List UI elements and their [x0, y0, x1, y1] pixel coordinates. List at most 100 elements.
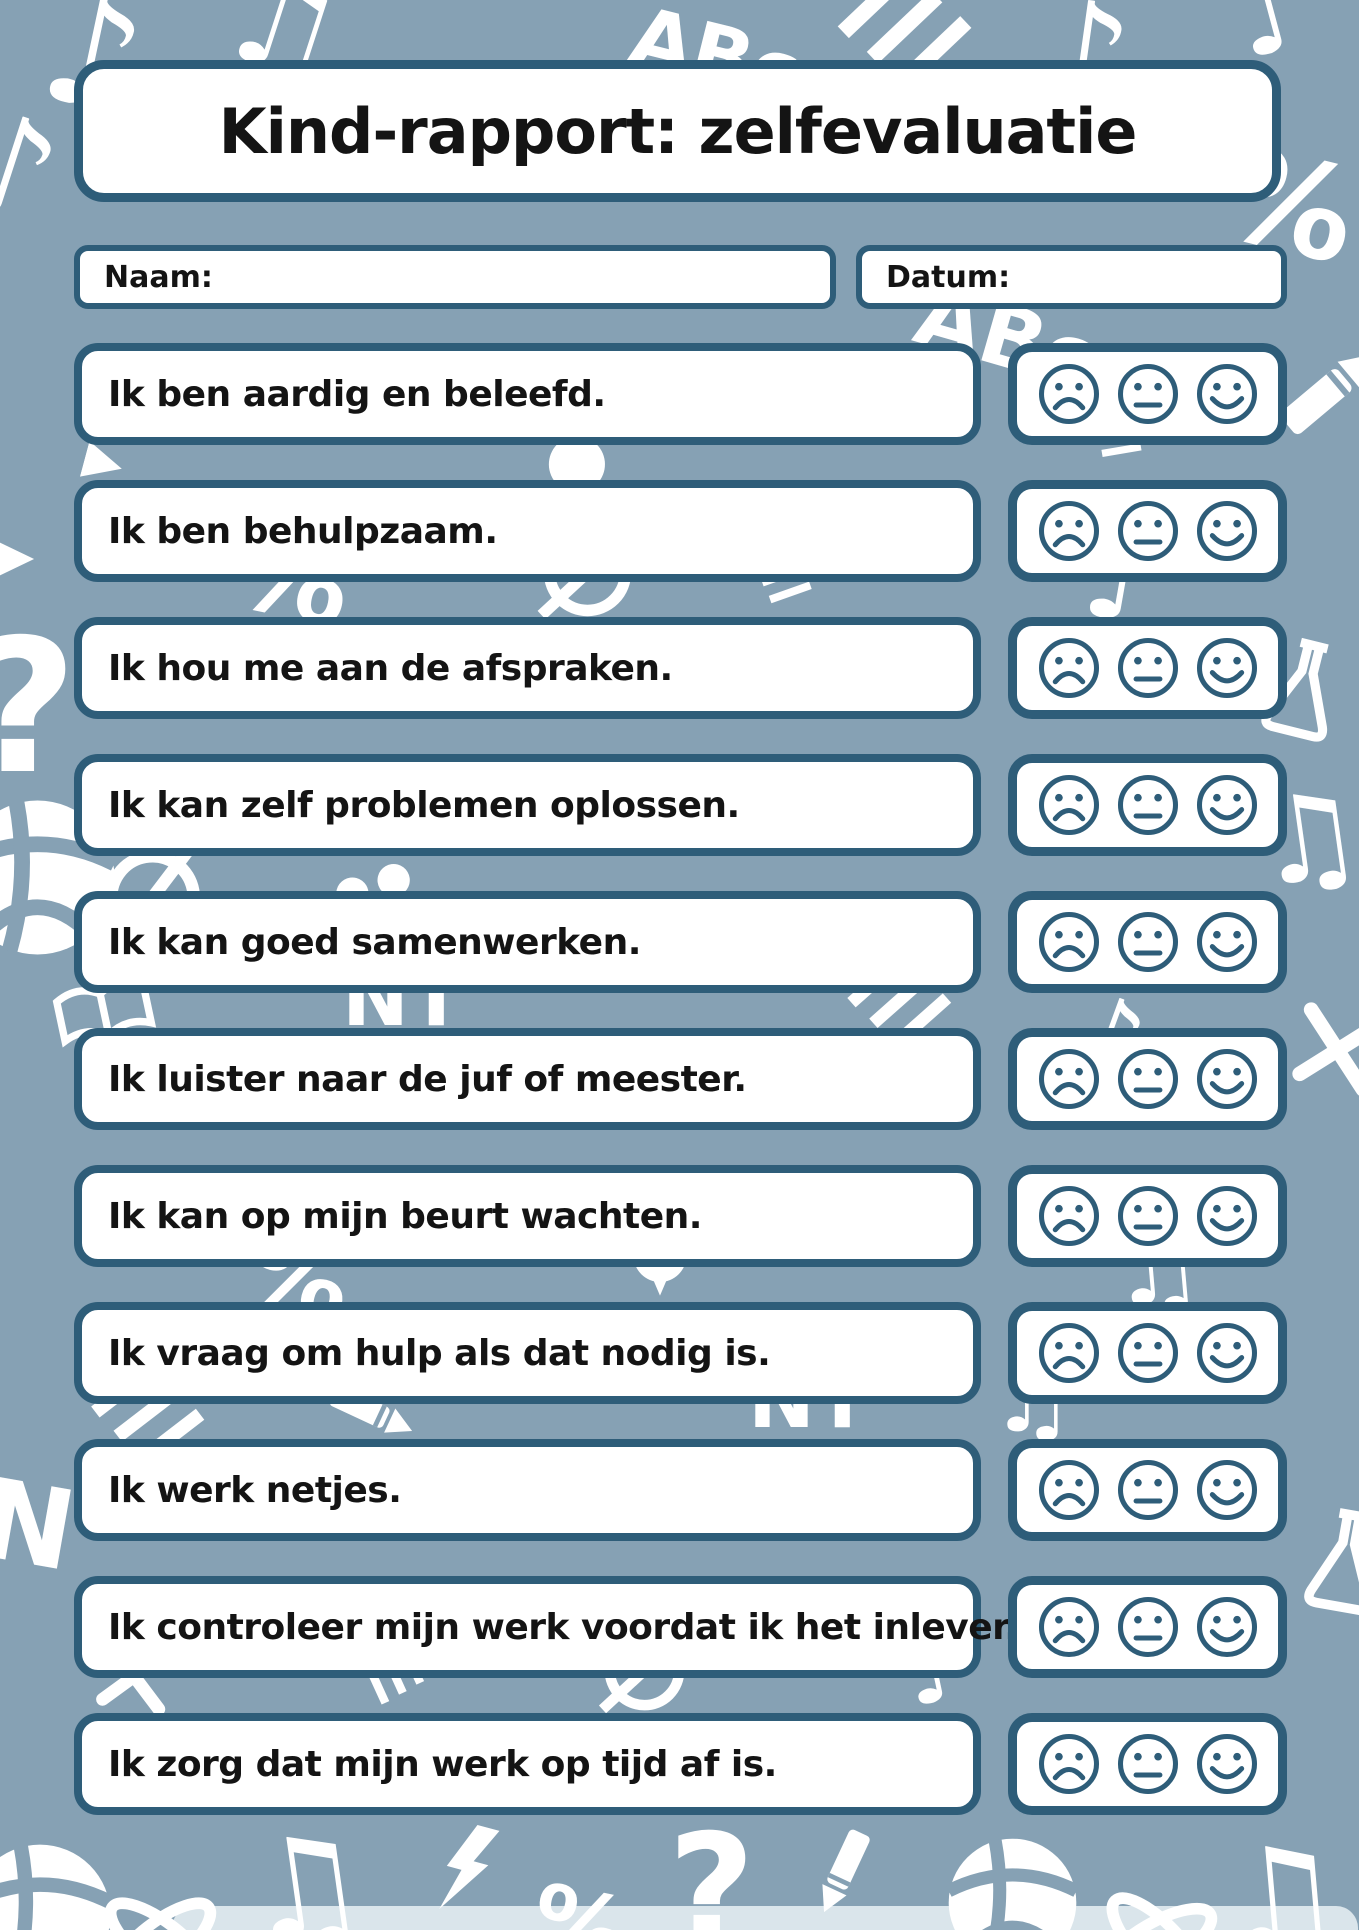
ball-doodle-icon: [940, 1830, 1085, 1930]
neutral-face-icon[interactable]: [1115, 635, 1181, 701]
question-doodle-icon: ?: [668, 1803, 756, 1930]
sad-face-icon[interactable]: [1036, 1731, 1102, 1797]
statement-text: Ik kan op mijn beurt wachten.: [108, 1195, 702, 1237]
pencil-doodle-icon: [1245, 305, 1359, 474]
statement-row: Ik controleer mijn werk voordat ik het i…: [0, 1576, 1359, 1678]
rating-box: [1008, 1439, 1287, 1541]
neutral-face-icon[interactable]: [1115, 1731, 1181, 1797]
statement-row: Ik hou me aan de afspraken.: [0, 617, 1359, 719]
statement-box: Ik werk netjes.: [74, 1439, 981, 1541]
sad-face-icon[interactable]: [1036, 1594, 1102, 1660]
sad-face-icon[interactable]: [1036, 361, 1102, 427]
statement-text: Ik ben aardig en beleefd.: [108, 373, 606, 415]
note-doodle-icon: ♪: [0, 78, 78, 261]
sad-face-icon[interactable]: [1036, 1046, 1102, 1112]
happy-face-icon[interactable]: [1194, 909, 1260, 975]
question-doodle-icon: ?: [0, 615, 77, 800]
atom-doodle-icon: [88, 1872, 233, 1930]
statement-row: Ik zorg dat mijn werk op tijd af is.: [0, 1713, 1359, 1815]
rating-box: [1008, 1165, 1287, 1267]
statement-box: Ik ben behulpzaam.: [74, 480, 981, 582]
happy-face-icon[interactable]: [1194, 498, 1260, 564]
statement-box: Ik luister naar de juf of meester.: [74, 1028, 981, 1130]
happy-face-icon[interactable]: [1194, 772, 1260, 838]
happy-face-icon[interactable]: [1194, 1046, 1260, 1112]
rating-box: [1008, 480, 1287, 582]
happy-face-icon[interactable]: [1194, 1457, 1260, 1523]
statement-row: Ik luister naar de juf of meester.: [0, 1028, 1359, 1130]
statement-row: Ik vraag om hulp als dat nodig is.: [0, 1302, 1359, 1404]
neutral-face-icon[interactable]: [1115, 1457, 1181, 1523]
neutral-face-icon[interactable]: [1115, 361, 1181, 427]
neutral-face-icon[interactable]: [1115, 772, 1181, 838]
happy-face-icon[interactable]: [1194, 1731, 1260, 1797]
beam-note-doodle-icon: ♫: [231, 1800, 379, 1930]
neutral-face-icon[interactable]: [1115, 1320, 1181, 1386]
statement-list: Ik ben aardig en beleefd. Ik ben behulpz…: [0, 343, 1359, 1815]
date-field[interactable]: Datum:: [856, 245, 1287, 309]
page-title: Kind-rapport: zelfevaluatie: [218, 94, 1138, 168]
neutral-face-icon[interactable]: [1115, 1183, 1181, 1249]
name-field[interactable]: Naam:: [74, 245, 836, 309]
statement-text: Ik luister naar de juf of meester.: [108, 1058, 747, 1100]
beam-note-doodle-icon: ♫: [1211, 1812, 1351, 1930]
statement-text: Ik zorg dat mijn werk op tijd af is.: [108, 1743, 777, 1785]
percent-doodle-icon: %: [521, 1863, 638, 1930]
rating-box: [1008, 891, 1287, 993]
statement-row: Ik ben aardig en beleefd.: [0, 343, 1359, 445]
title-box: Kind-rapport: zelfevaluatie: [74, 60, 1281, 202]
statement-text: Ik controleer mijn werk voordat ik het i…: [108, 1606, 1018, 1648]
statement-box: Ik zorg dat mijn werk op tijd af is.: [74, 1713, 981, 1815]
statement-text: Ik vraag om hulp als dat nodig is.: [108, 1332, 771, 1374]
sad-face-icon[interactable]: [1036, 635, 1102, 701]
cross-doodle-icon: [1275, 985, 1359, 1110]
sad-face-icon[interactable]: [1036, 1320, 1102, 1386]
happy-face-icon[interactable]: [1194, 1183, 1260, 1249]
sad-face-icon[interactable]: [1036, 772, 1102, 838]
statement-text: Ik kan zelf problemen oplossen.: [108, 784, 740, 826]
neutral-face-icon[interactable]: [1115, 909, 1181, 975]
ball-doodle-icon: [0, 1835, 120, 1930]
sad-face-icon[interactable]: [1036, 909, 1102, 975]
name-label: Naam:: [104, 259, 213, 295]
statement-box: Ik kan goed samenwerken.: [74, 891, 981, 993]
sad-face-icon[interactable]: [1036, 1457, 1102, 1523]
statement-row: Ik werk netjes.: [0, 1439, 1359, 1541]
sad-face-icon[interactable]: [1036, 1183, 1102, 1249]
happy-face-icon[interactable]: [1194, 635, 1260, 701]
rating-box: [1008, 1713, 1287, 1815]
statement-text: Ik ben behulpzaam.: [108, 510, 498, 552]
statement-row: Ik ben behulpzaam.: [0, 480, 1359, 582]
statement-row: Ik kan op mijn beurt wachten.: [0, 1165, 1359, 1267]
statement-text: Ik hou me aan de afspraken.: [108, 647, 673, 689]
statement-box: Ik hou me aan de afspraken.: [74, 617, 981, 719]
rating-box: [1008, 754, 1287, 856]
neutral-face-icon[interactable]: [1115, 1594, 1181, 1660]
lightning-doodle-icon: [409, 1811, 525, 1927]
triangle-doodle-icon: [79, 440, 129, 489]
neutral-face-icon[interactable]: [1115, 498, 1181, 564]
statement-box: Ik ben aardig en beleefd.: [74, 343, 981, 445]
rating-box: [1008, 343, 1287, 445]
happy-face-icon[interactable]: [1194, 1320, 1260, 1386]
sad-face-icon[interactable]: [1036, 498, 1102, 564]
rating-box: [1008, 617, 1287, 719]
statement-box: Ik vraag om hulp als dat nodig is.: [74, 1302, 981, 1404]
atom-doodle-icon: [1076, 1863, 1240, 1930]
date-label: Datum:: [886, 259, 1011, 295]
statement-row: Ik kan zelf problemen oplossen.: [0, 754, 1359, 856]
rating-box: [1008, 1302, 1287, 1404]
neutral-face-icon[interactable]: [1115, 1046, 1181, 1112]
statement-box: Ik kan zelf problemen oplossen.: [74, 754, 981, 856]
happy-face-icon[interactable]: [1194, 1594, 1260, 1660]
statement-text: Ik kan goed samenwerken.: [108, 921, 641, 963]
rating-box: [1008, 1028, 1287, 1130]
happy-face-icon[interactable]: [1194, 361, 1260, 427]
statement-row: Ik kan goed samenwerken.: [0, 891, 1359, 993]
statement-text: Ik werk netjes.: [108, 1469, 402, 1511]
flask-doodle-icon: [1275, 1495, 1359, 1634]
rating-box: [1008, 1576, 1287, 1678]
statement-box: Ik controleer mijn werk voordat ik het i…: [74, 1576, 1018, 1678]
pencil-doodle-icon: [779, 1809, 905, 1930]
